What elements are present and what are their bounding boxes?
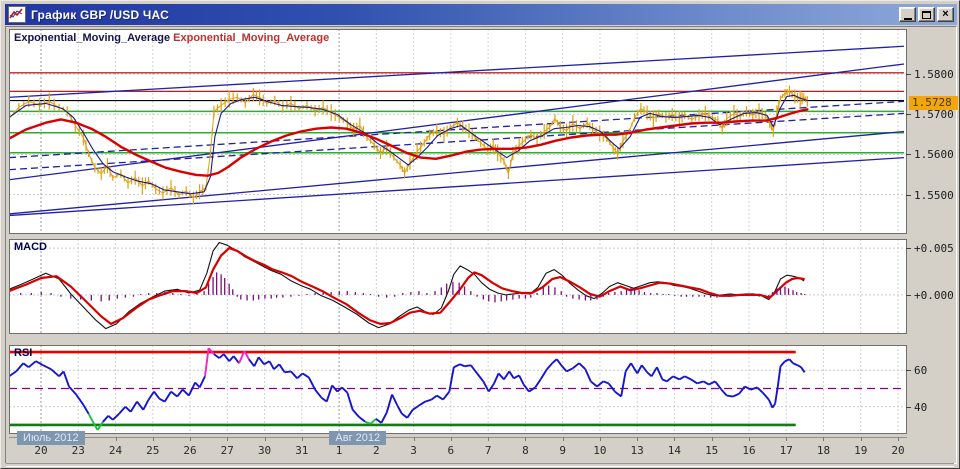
axis-tick — [906, 114, 911, 116]
date-tick — [711, 437, 713, 441]
rsi-tick-label: 60 — [914, 364, 928, 378]
axis-tick — [906, 406, 911, 408]
minimize-button[interactable] — [899, 7, 916, 22]
date-label: 6 — [447, 444, 455, 457]
date-label: 20 — [34, 444, 48, 457]
macd-tick-label: +0.000 — [914, 288, 954, 302]
chart-icon — [8, 6, 26, 23]
macd-label: MACD — [14, 241, 47, 253]
ema-label-1: Exponential_Moving_Average — [14, 32, 171, 44]
price-tick-label: 1.5700 — [914, 108, 954, 122]
axis-tick — [906, 294, 911, 296]
date-label: 30 — [257, 444, 272, 457]
date-label: 15 — [705, 444, 719, 457]
date-tick — [860, 437, 862, 441]
date-tick — [264, 437, 266, 441]
date-label: 17 — [779, 444, 793, 457]
rsi-panel[interactable]: RSI — [9, 345, 907, 434]
month-badge: Июль 2012 — [17, 431, 85, 445]
date-label: 3 — [410, 444, 417, 457]
close-button[interactable]: × — [937, 7, 954, 22]
date-label: 14 — [667, 444, 682, 457]
date-label: 8 — [522, 444, 529, 457]
date-label: 18 — [816, 444, 831, 457]
month-badge: Авг 2012 — [329, 431, 387, 445]
date-tick — [823, 437, 825, 441]
ema-label-2: Exponential_Moving_Average — [173, 32, 330, 44]
date-tick — [637, 437, 639, 441]
date-tick — [748, 437, 750, 441]
axis-tick — [906, 74, 911, 76]
date-label: 13 — [630, 444, 644, 457]
axis-tick — [906, 154, 911, 156]
date-tick — [450, 437, 452, 441]
axis-tick — [906, 248, 911, 250]
date-label: 1 — [335, 444, 343, 457]
date-tick — [525, 437, 527, 441]
date-label: 31 — [295, 444, 309, 457]
date-tick — [190, 437, 192, 441]
price-chart[interactable] — [10, 30, 906, 233]
date-label: 20 — [891, 444, 905, 457]
current-price-tag: 1.5728 — [909, 95, 958, 110]
date-label: 19 — [854, 444, 868, 457]
rsi-label: RSI — [14, 347, 33, 359]
title-bar[interactable]: График GBP /USD ЧАС × — [5, 4, 957, 25]
price-panel[interactable]: Exponential_Moving_Average Exponential_M… — [9, 29, 907, 234]
date-label: 7 — [484, 444, 492, 457]
date-tick — [301, 437, 303, 441]
price-tick-label: 1.5600 — [914, 148, 954, 162]
date-tick — [786, 437, 788, 441]
date-tick — [488, 437, 490, 441]
date-label: 26 — [183, 444, 197, 457]
date-label: 9 — [559, 444, 566, 457]
price-tick-label: 1.5800 — [914, 68, 954, 82]
date-tick — [898, 437, 899, 441]
date-axis-line — [9, 437, 907, 438]
date-tick — [152, 437, 154, 441]
window-bottom-groove — [6, 463, 954, 467]
date-tick — [599, 437, 601, 441]
date-tick — [227, 437, 229, 441]
axis-tick — [906, 194, 911, 196]
date-label: 16 — [742, 444, 756, 457]
date-label: 24 — [108, 444, 123, 457]
price-tick-label: 1.5500 — [914, 188, 954, 202]
axis-tick — [906, 370, 911, 372]
maximize-button[interactable] — [918, 7, 935, 22]
window-title: График GBP /USD ЧАС — [31, 7, 169, 22]
macd-chart[interactable] — [10, 240, 906, 333]
date-tick — [115, 437, 117, 441]
indicator-legend: Exponential_Moving_Average Exponential_M… — [14, 32, 329, 44]
date-label: 23 — [71, 444, 85, 457]
date-label: 2 — [373, 444, 380, 457]
date-label: 25 — [146, 444, 160, 457]
macd-panel[interactable]: MACD — [9, 239, 907, 334]
rsi-chart[interactable] — [10, 346, 906, 433]
date-tick — [562, 437, 564, 441]
date-tick — [413, 437, 415, 441]
date-tick — [674, 437, 676, 441]
rsi-tick-label: 40 — [914, 400, 928, 414]
date-label: 27 — [220, 444, 234, 457]
window-controls: × — [899, 7, 954, 22]
macd-tick-label: +0.005 — [914, 242, 954, 256]
date-label: 10 — [593, 444, 607, 457]
